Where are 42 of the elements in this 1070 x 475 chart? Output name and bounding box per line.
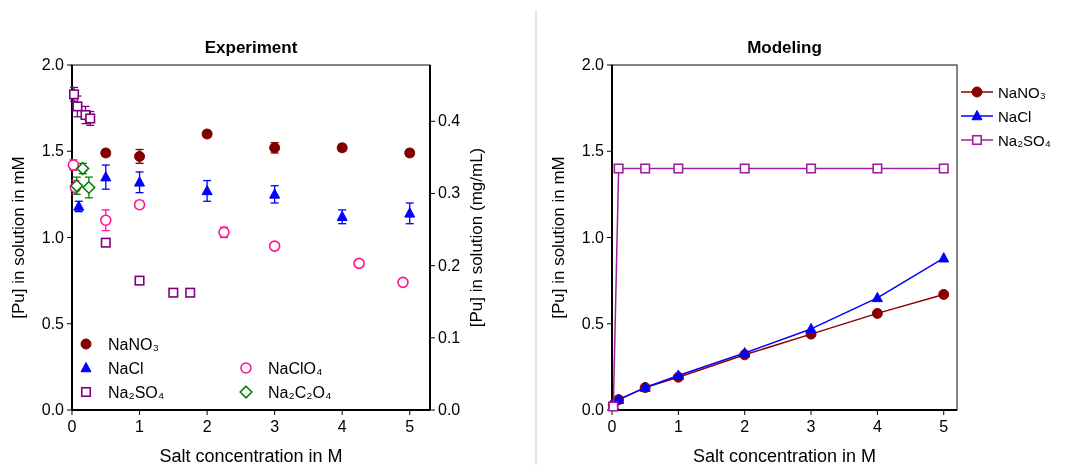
- y-tick-label: 0.5: [41, 314, 65, 332]
- x-tick-label: 0: [67, 418, 77, 435]
- legend-label: NaCl: [108, 360, 144, 377]
- legend-label: NaCl: [998, 108, 1032, 125]
- x-tick-label: 4: [337, 418, 347, 435]
- legend-label: NaNO₃: [998, 84, 1046, 101]
- y-tick-label: 2.0: [41, 56, 65, 73]
- y-tick-label: 1.5: [41, 142, 65, 160]
- legend-label: NaClO₄: [268, 360, 323, 377]
- chart-title: Experiment: [204, 38, 298, 57]
- y2-tick-label: 0.1: [438, 328, 461, 346]
- x-tick-label: 5: [939, 418, 949, 435]
- legend-label: Na₂SO₄: [108, 384, 165, 401]
- x-tick-label: 0: [607, 418, 617, 435]
- y-axis-title: [Pu] in solution in mM: [549, 156, 568, 319]
- y2-tick-label: 0.4: [438, 112, 461, 130]
- x-tick-label: 1: [673, 418, 683, 435]
- x-axis-title: Salt concentration in M: [692, 446, 877, 466]
- x-tick-label: 4: [872, 418, 882, 435]
- y-axis-title: [Pu] in solution in mM: [9, 156, 28, 319]
- y2-axis-title: [Pu] in solution (mg/mL): [467, 147, 486, 328]
- y2-tick-label: 0.3: [438, 184, 461, 202]
- y-tick-label: 1.0: [581, 228, 605, 246]
- chart-title: Modeling: [747, 38, 822, 57]
- x-tick-label: 3: [270, 418, 280, 435]
- x-tick-label: 5: [405, 418, 415, 435]
- y-tick-label: 2.0: [581, 56, 605, 73]
- y-tick-label: 0.5: [581, 314, 605, 332]
- x-tick-label: 3: [806, 418, 816, 435]
- y2-tick-label: 0.0: [438, 401, 461, 418]
- legend-label: Na₂C₂O₄: [268, 384, 332, 401]
- y-tick-label: 1.5: [581, 142, 605, 160]
- x-tick-label: 2: [740, 418, 750, 435]
- legend-label: Na₂SO₄: [998, 132, 1051, 149]
- y-tick-label: 1.0: [41, 228, 65, 246]
- legend-label: NaNO₃: [108, 336, 159, 353]
- y-tick-label: 0.0: [581, 401, 605, 418]
- x-axis-title: Salt concentration in M: [159, 446, 343, 466]
- x-tick-label: 1: [135, 418, 145, 435]
- x-tick-label: 2: [202, 418, 212, 435]
- y-tick-label: 0.0: [41, 401, 65, 418]
- y2-tick-label: 0.2: [438, 256, 461, 274]
